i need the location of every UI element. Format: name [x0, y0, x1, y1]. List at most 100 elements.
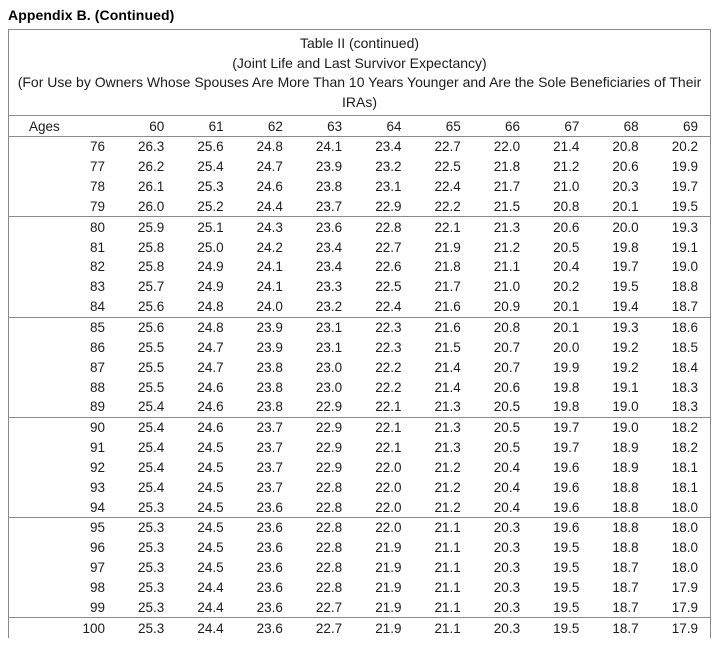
expectancy-cell: 24.5 — [197, 520, 224, 536]
expectancy-cell: 21.9 — [434, 239, 461, 255]
expectancy-cell: 20.4 — [493, 499, 521, 515]
expectancy-cell: 18.0 — [671, 499, 698, 515]
expectancy-cell: 23.6 — [256, 560, 283, 576]
table-row: 85 25.6 24.8 23.9 23.1 22.3 21.6 20.8 20.1 19.3 18… — [9, 317, 710, 337]
expectancy-cell: 24.5 — [197, 499, 224, 515]
expectancy-cell: 18.7 — [671, 299, 698, 315]
expectancy-cell: 20.7 — [493, 359, 521, 375]
table-row: 89 25.4 24.6 23.8 22.9 22.1 21.3 20.5 19.8 19.0 18… — [9, 397, 710, 418]
table-row: 99 25.3 24.4 23.6 22.7 21.9 21.1 20.3 19.5 18.7 17… — [9, 597, 710, 618]
expectancy-cell: 20.2 — [671, 139, 698, 155]
table-title-block: Table II (continued) (Joint Life and Las… — [9, 30, 710, 116]
expectancy-cell: 24.7 — [256, 159, 283, 175]
expectancy-cell: 18.9 — [612, 459, 639, 475]
expectancy-cell: 21.2 — [553, 159, 580, 175]
expectancy-cell: 22.8 — [315, 579, 343, 595]
expectancy-cell: 19.5 — [553, 599, 580, 615]
expectancy-cell: 25.3 — [138, 620, 165, 636]
expectancy-cell: 19.9 — [553, 359, 580, 375]
expectancy-cell: 22.1 — [375, 399, 402, 415]
expectancy-cell: 17.9 — [671, 620, 698, 636]
expectancy-cell: 20.1 — [553, 299, 580, 315]
expectancy-cell: 24.2 — [256, 239, 283, 255]
age-column-header: 60 — [149, 118, 165, 134]
age-cell: 86 — [89, 339, 105, 355]
expectancy-cell: 21.4 — [434, 359, 461, 375]
expectancy-table-frame: Table II (continued) (Joint Life and Las… — [8, 29, 711, 639]
expectancy-cell: 23.9 — [256, 320, 283, 336]
expectancy-cell: 21.9 — [375, 540, 402, 556]
expectancy-cell: 25.4 — [138, 420, 165, 436]
expectancy-cell: 22.3 — [375, 320, 402, 336]
expectancy-cell: 25.6 — [197, 139, 224, 155]
expectancy-cell: 21.8 — [434, 259, 461, 275]
table-row: 82 25.8 24.9 24.1 23.4 22.6 21.8 21.1 20.4 19.7 19… — [9, 257, 710, 277]
table-row: 80 25.9 25.1 24.3 23.6 22.8 22.1 21.3 20.6 20.0 19… — [9, 217, 710, 237]
expectancy-cell: 24.7 — [197, 359, 224, 375]
expectancy-cell: 23.1 — [315, 339, 343, 355]
expectancy-cell: 24.1 — [315, 139, 343, 155]
expectancy-cell: 19.7 — [553, 440, 580, 456]
expectancy-cell: 22.7 — [315, 599, 343, 615]
expectancy-cell: 24.7 — [197, 339, 224, 355]
table-title-line-4: IRAs) — [342, 93, 377, 110]
expectancy-cell: 19.3 — [671, 219, 698, 235]
expectancy-cell: 23.8 — [256, 379, 283, 395]
expectancy-cell: 25.4 — [138, 440, 165, 456]
expectancy-cell: 21.9 — [375, 620, 402, 636]
expectancy-cell: 21.0 — [553, 179, 580, 195]
expectancy-cell: 21.3 — [434, 399, 461, 415]
expectancy-cell: 18.2 — [671, 420, 698, 436]
expectancy-cell: 21.2 — [493, 239, 521, 255]
expectancy-cell: 24.6 — [256, 179, 283, 195]
expectancy-cell: 19.6 — [553, 520, 580, 536]
expectancy-cell: 21.9 — [375, 560, 402, 576]
expectancy-cell: 19.2 — [612, 339, 639, 355]
expectancy-cell: 18.5 — [671, 339, 698, 355]
expectancy-cell: 19.6 — [553, 479, 580, 495]
expectancy-cell: 23.9 — [256, 339, 283, 355]
expectancy-cell: 20.2 — [553, 279, 580, 295]
expectancy-cell: 24.5 — [197, 560, 224, 576]
expectancy-cell: 25.3 — [138, 540, 165, 556]
expectancy-cell: 19.7 — [553, 420, 580, 436]
expectancy-cell: 18.8 — [612, 499, 639, 515]
expectancy-cell: 20.3 — [612, 179, 639, 195]
age-column-header: 69 — [682, 118, 698, 134]
expectancy-cell: 25.7 — [138, 279, 165, 295]
expectancy-cell: 22.0 — [375, 520, 402, 536]
expectancy-cell: 18.8 — [612, 479, 639, 495]
expectancy-cell: 18.8 — [671, 279, 698, 295]
expectancy-cell: 23.4 — [315, 259, 343, 275]
expectancy-cell: 21.9 — [375, 599, 402, 615]
expectancy-cell: 19.9 — [671, 159, 698, 175]
expectancy-cell: 23.6 — [256, 499, 283, 515]
age-column-header: 61 — [208, 118, 224, 134]
expectancy-cell: 22.4 — [375, 299, 402, 315]
expectancy-cell: 22.9 — [375, 198, 402, 214]
age-cell: 76 — [89, 139, 105, 155]
expectancy-cell: 19.5 — [553, 620, 580, 636]
age-cell: 77 — [89, 159, 105, 175]
expectancy-cell: 22.9 — [315, 459, 343, 475]
expectancy-cell: 22.8 — [315, 540, 343, 556]
expectancy-cell: 23.0 — [315, 379, 343, 395]
expectancy-cell: 24.4 — [197, 599, 224, 615]
expectancy-cell: 18.8 — [612, 520, 639, 536]
page-title: Appendix B. (Continued) — [8, 7, 175, 23]
expectancy-cell: 22.1 — [375, 440, 402, 456]
expectancy-cell: 21.8 — [493, 159, 521, 175]
table-row: 100 25.3 24.4 23.6 22.7 21.9 21.1 20.3 19.5 18.7 1… — [9, 618, 710, 638]
expectancy-cell: 25.4 — [138, 399, 165, 415]
table-row: 84 25.6 24.8 24.0 23.2 22.4 21.6 20.9 20.1 19.4 18… — [9, 297, 710, 318]
expectancy-cell: 25.4 — [138, 479, 165, 495]
expectancy-cell: 20.6 — [493, 379, 521, 395]
table-row: 86 25.5 24.7 23.9 23.1 22.3 21.5 20.7 20.0 19.2 18… — [9, 337, 710, 357]
expectancy-cell: 23.7 — [256, 420, 283, 436]
expectancy-cell: 23.3 — [315, 279, 343, 295]
expectancy-cell: 18.1 — [671, 459, 698, 475]
expectancy-cell: 22.0 — [375, 459, 402, 475]
table-title-line-2: (Joint Life and Last Survivor Expectancy… — [232, 54, 487, 71]
expectancy-cell: 24.5 — [197, 459, 224, 475]
expectancy-cell: 19.8 — [612, 239, 639, 255]
